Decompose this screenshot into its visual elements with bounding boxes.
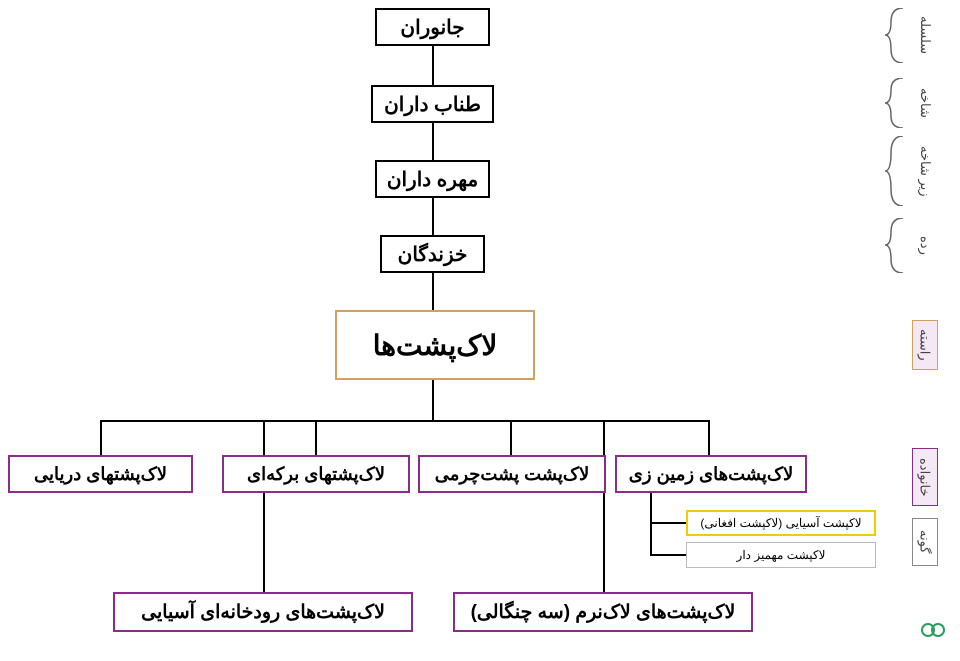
brace-zirshakhe — [883, 136, 907, 206]
line-vertebrata-reptilia — [432, 198, 434, 235]
line-to-pond — [315, 420, 317, 455]
line-land-species2-h — [650, 554, 686, 556]
line-to-river — [263, 420, 265, 592]
node-species-asian-label: لاکپشت آسیایی (لاکپشت افغانی) — [700, 516, 861, 530]
node-soft-turtles: لاک‌پشت‌های لاک‌نرم (سه چنگالی) — [453, 592, 753, 632]
line-families-bar — [100, 420, 708, 422]
node-land-label: لاک‌پشت‌های زمین زی — [629, 464, 793, 485]
node-species-asian: لاکپشت آسیایی (لاکپشت افغانی) — [686, 510, 876, 536]
side-label-zirshakhe: زیر شاخه — [918, 136, 933, 206]
side-label-shakhe: شاخه — [918, 78, 933, 128]
line-land-species1-h — [650, 522, 686, 524]
brace-shakhe — [883, 78, 907, 128]
node-soft-label: لاک‌پشت‌های لاک‌نرم (سه چنگالی) — [471, 601, 736, 624]
side-label-guneh: گونه — [912, 518, 938, 566]
node-reptilia-label: خزندگان — [398, 242, 468, 267]
brace-silsile — [883, 8, 907, 63]
node-species-mahmiz-label: لاکپشت مهمیز دار — [737, 548, 826, 562]
line-land-species-v — [650, 493, 652, 556]
side-label-rasteh: راسته — [912, 320, 938, 370]
node-turtles-label: لاک‌پشت‌ها — [373, 329, 498, 362]
node-sea-turtles: لاک‌پشتهای دریایی — [8, 455, 193, 493]
node-pond-label: لاک‌پشتهای برکه‌ای — [247, 464, 385, 485]
node-sea-label: لاک‌پشتهای دریایی — [34, 464, 167, 485]
side-label-khanevadeh: خانواده — [912, 448, 938, 506]
node-species-mahmiz: لاکپشت مهمیز دار — [686, 542, 876, 568]
node-pond-turtles: لاک‌پشتهای برکه‌ای — [222, 455, 410, 493]
node-vertebrata: مهره داران — [375, 160, 490, 198]
line-to-soft — [603, 420, 605, 592]
node-leather-label: لاک‌پشت پشت‌چرمی — [435, 464, 590, 485]
node-river-label: لاک‌پشت‌های رودخانه‌ای آسیایی — [141, 601, 385, 624]
node-animals-label: جانوران — [400, 15, 464, 40]
node-vertebrata-label: مهره داران — [387, 167, 478, 192]
node-chordata: طناب داران — [371, 85, 494, 123]
line-turtles-down — [432, 380, 434, 420]
node-reptilia: خزندگان — [380, 235, 485, 273]
node-animals: جانوران — [375, 8, 490, 46]
node-leather-turtle: لاک‌پشت پشت‌چرمی — [418, 455, 606, 493]
node-turtles: لاک‌پشت‌ها — [335, 310, 535, 380]
node-river-turtles: لاک‌پشت‌های رودخانه‌ای آسیایی — [113, 592, 413, 632]
line-reptilia-turtles — [432, 273, 434, 310]
line-animals-chordata — [432, 46, 434, 85]
line-to-land — [708, 420, 710, 455]
node-chordata-label: طناب داران — [384, 92, 481, 117]
line-chordata-vertebrata — [432, 123, 434, 160]
brace-radeh — [883, 218, 907, 273]
line-to-sea — [100, 420, 102, 455]
side-label-silsile: سلسله — [918, 8, 933, 63]
line-to-leather — [510, 420, 512, 455]
node-land-turtles: لاک‌پشت‌های زمین زی — [615, 455, 807, 493]
side-label-radeh: رده — [918, 218, 933, 273]
logo-icon — [920, 620, 946, 640]
